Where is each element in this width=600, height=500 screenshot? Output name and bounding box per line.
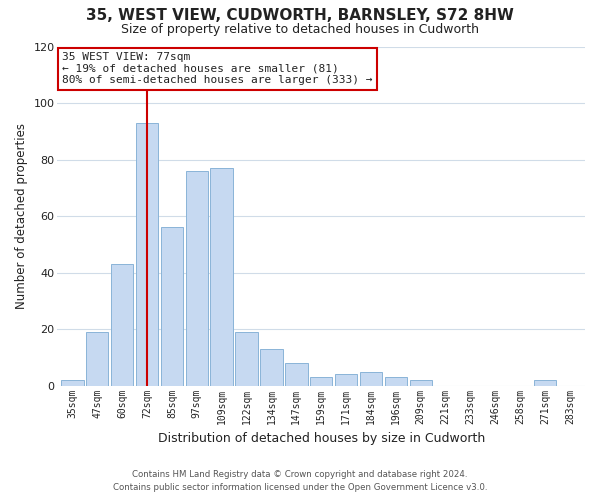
Bar bbox=[410, 380, 432, 386]
Bar bbox=[235, 332, 258, 386]
Y-axis label: Number of detached properties: Number of detached properties bbox=[15, 123, 28, 309]
Bar bbox=[136, 123, 158, 386]
Bar bbox=[185, 171, 208, 386]
Bar bbox=[335, 374, 358, 386]
Text: 35 WEST VIEW: 77sqm
← 19% of detached houses are smaller (81)
80% of semi-detach: 35 WEST VIEW: 77sqm ← 19% of detached ho… bbox=[62, 52, 373, 86]
Bar bbox=[385, 377, 407, 386]
X-axis label: Distribution of detached houses by size in Cudworth: Distribution of detached houses by size … bbox=[158, 432, 485, 445]
Bar bbox=[534, 380, 556, 386]
Bar bbox=[86, 332, 109, 386]
Bar bbox=[310, 377, 332, 386]
Bar bbox=[161, 228, 183, 386]
Bar bbox=[260, 349, 283, 386]
Text: Size of property relative to detached houses in Cudworth: Size of property relative to detached ho… bbox=[121, 22, 479, 36]
Bar bbox=[61, 380, 83, 386]
Bar bbox=[211, 168, 233, 386]
Bar bbox=[360, 372, 382, 386]
Text: Contains HM Land Registry data © Crown copyright and database right 2024.
Contai: Contains HM Land Registry data © Crown c… bbox=[113, 470, 487, 492]
Bar bbox=[111, 264, 133, 386]
Bar bbox=[285, 363, 308, 386]
Text: 35, WEST VIEW, CUDWORTH, BARNSLEY, S72 8HW: 35, WEST VIEW, CUDWORTH, BARNSLEY, S72 8… bbox=[86, 8, 514, 22]
